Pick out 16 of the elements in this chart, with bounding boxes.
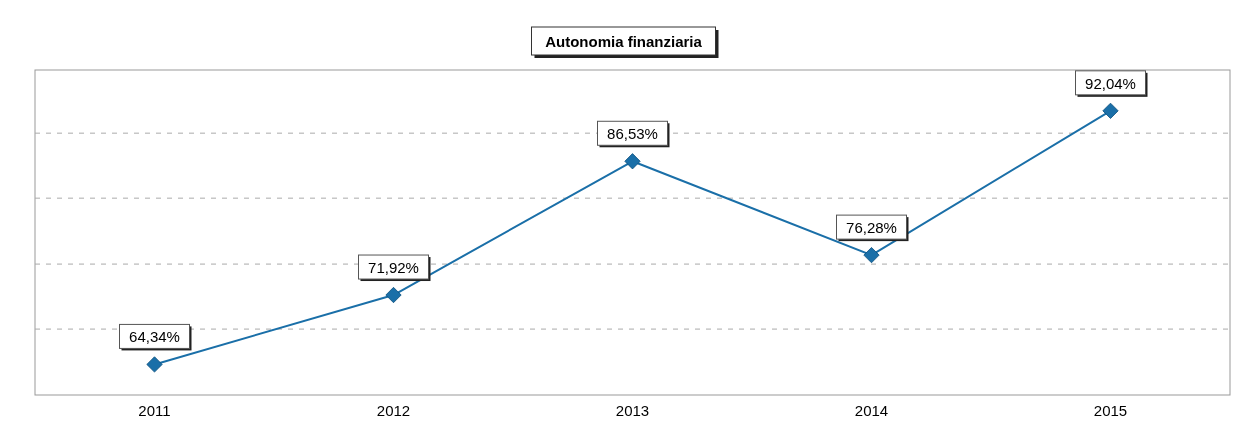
x-tick-label: 2011 xyxy=(138,402,171,419)
x-tick-label: 2013 xyxy=(615,402,650,419)
chart-title: Autonomia finanziaria xyxy=(545,33,703,50)
point xyxy=(863,247,880,264)
x-tick-label: 2014 xyxy=(854,402,889,419)
data-label: 76,28% xyxy=(846,219,897,237)
point xyxy=(624,153,641,170)
data-label: 86,53% xyxy=(607,125,658,143)
data-label: 92,04% xyxy=(1085,74,1136,92)
x-tick-label: 2015 xyxy=(1093,402,1128,419)
data-label: 71,92% xyxy=(368,259,419,277)
data-label: 64,34% xyxy=(129,328,180,346)
x-tick-label: 2012 xyxy=(376,402,411,419)
point xyxy=(1102,102,1119,119)
point xyxy=(146,356,163,373)
point xyxy=(385,286,402,304)
